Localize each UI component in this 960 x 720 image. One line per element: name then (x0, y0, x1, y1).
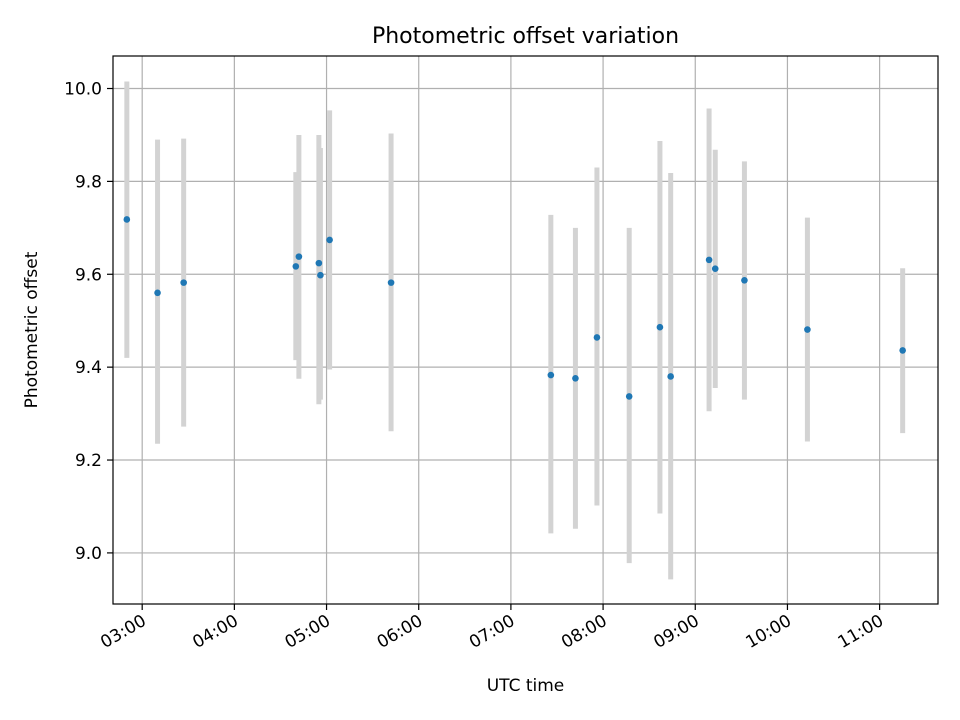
y-tick-label: 9.0 (75, 544, 102, 564)
y-tick-label: 9.4 (75, 358, 102, 378)
y-tick-label: 9.6 (75, 265, 102, 285)
data-point (154, 289, 161, 297)
plot-frame (112, 55, 939, 605)
chart-title: Photometric offset variation (372, 24, 679, 49)
data-point (656, 323, 664, 331)
grid-lines (113, 56, 938, 604)
y-axis-label: Photometric offset (22, 251, 42, 408)
data-point (711, 265, 719, 272)
data-point (315, 259, 323, 267)
data-point (804, 326, 811, 333)
data-point (667, 373, 674, 380)
y-tick-label: 9.8 (75, 172, 102, 192)
data-point (572, 374, 579, 382)
data-point (295, 253, 303, 260)
data-point (547, 371, 555, 379)
data-point (326, 236, 333, 244)
y-tick-label: 10.0 (64, 80, 102, 100)
x-axis-label: UTC time (487, 676, 565, 696)
data-point (705, 256, 713, 264)
data-point (741, 277, 748, 284)
data-point (387, 279, 395, 286)
y-tick-label: 9.2 (75, 451, 102, 471)
data-point (317, 271, 324, 279)
data-point (593, 334, 601, 341)
data-point (123, 216, 131, 223)
data-point (292, 263, 300, 270)
data-point (625, 393, 633, 400)
data-point (899, 347, 906, 354)
data-point (180, 279, 187, 286)
data-points (123, 216, 906, 400)
